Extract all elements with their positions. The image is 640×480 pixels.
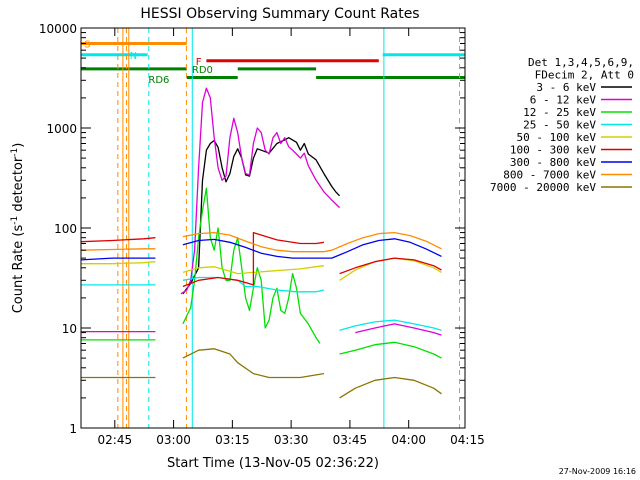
legend-label-2: 12 - 25 keV bbox=[523, 106, 596, 119]
x-tick-label-3: 03:30 bbox=[274, 433, 309, 447]
series-line-0 bbox=[182, 137, 341, 295]
series-line-7 bbox=[80, 231, 442, 253]
y-tick-label-3: 1000 bbox=[46, 122, 77, 136]
y-axis-ticks: 1 10 100 1000 10000 bbox=[39, 22, 465, 436]
x-tick-label-2: 03:15 bbox=[215, 433, 250, 447]
y-axis-label-mid: detector bbox=[11, 156, 26, 216]
x-tick-label-5: 04:00 bbox=[391, 433, 426, 447]
legend-label-4: 50 - 100 keV bbox=[517, 131, 597, 144]
legend-label-1: 6 - 12 keV bbox=[530, 94, 597, 107]
series-line-5 bbox=[80, 231, 442, 288]
y-axis-label: Count Rate (s-1 detector-1) bbox=[10, 143, 26, 314]
y-axis-label-sup1: -1 bbox=[10, 216, 20, 225]
legend-label-8: 7000 - 20000 keV bbox=[490, 181, 596, 194]
status-bars bbox=[81, 41, 465, 79]
legend-header-0: Det 1,3,4,5,6,9, bbox=[528, 56, 634, 69]
annotation-rd0: RD0 bbox=[192, 65, 213, 76]
x-tick-label-0: 02:45 bbox=[98, 433, 133, 447]
annotation-n: N bbox=[130, 51, 137, 62]
y-tick-label-2: 100 bbox=[54, 222, 77, 236]
legend: Det 1,3,4,5,6,9,FDecim 2, Att 03 - 6 keV… bbox=[490, 56, 634, 194]
x-tick-label-1: 03:00 bbox=[156, 433, 191, 447]
annotation-rd6: RD6 bbox=[148, 75, 169, 86]
x-axis-ticks: 02:45 03:00 03:15 03:30 03:45 04:00 04:15 bbox=[98, 28, 485, 447]
legend-label-5: 100 - 300 keV bbox=[510, 144, 596, 157]
annotation-s: S bbox=[84, 39, 90, 50]
y-tick-label-0: 1 bbox=[69, 422, 77, 436]
y-axis-label-prefix: Count Rate (s bbox=[11, 225, 26, 314]
y-tick-label-1: 10 bbox=[62, 322, 77, 336]
series-line-6 bbox=[80, 238, 442, 261]
x-tick-label-4: 03:45 bbox=[333, 433, 368, 447]
series-line-1 bbox=[81, 87, 442, 336]
y-tick-label-4: 10000 bbox=[39, 22, 77, 36]
y-axis-label-sup2: -1 bbox=[10, 148, 20, 157]
annotation-f: F bbox=[196, 57, 202, 68]
legend-label-6: 300 - 800 keV bbox=[510, 156, 596, 169]
legend-label-3: 25 - 50 keV bbox=[523, 119, 596, 132]
legend-header-1: FDecim 2, Att 0 bbox=[535, 69, 634, 82]
footer-date: 27-Nov-2009 16:16 bbox=[559, 467, 636, 476]
x-tick-label-6: 04:15 bbox=[450, 433, 485, 447]
y-axis-label-suffix: ) bbox=[11, 143, 26, 148]
series-line-2 bbox=[81, 187, 442, 359]
chart-title: HESSI Observing Summary Count Rates bbox=[140, 6, 419, 22]
x-axis-label: Start Time (13-Nov-05 02:36:22) bbox=[167, 456, 379, 471]
legend-label-0: 3 - 6 keV bbox=[536, 81, 596, 94]
attenuator-markers bbox=[117, 28, 461, 428]
series-line-8 bbox=[81, 348, 442, 399]
series-lines bbox=[80, 87, 442, 399]
legend-label-7: 800 - 7000 keV bbox=[503, 169, 596, 182]
series-line-3 bbox=[81, 276, 442, 331]
